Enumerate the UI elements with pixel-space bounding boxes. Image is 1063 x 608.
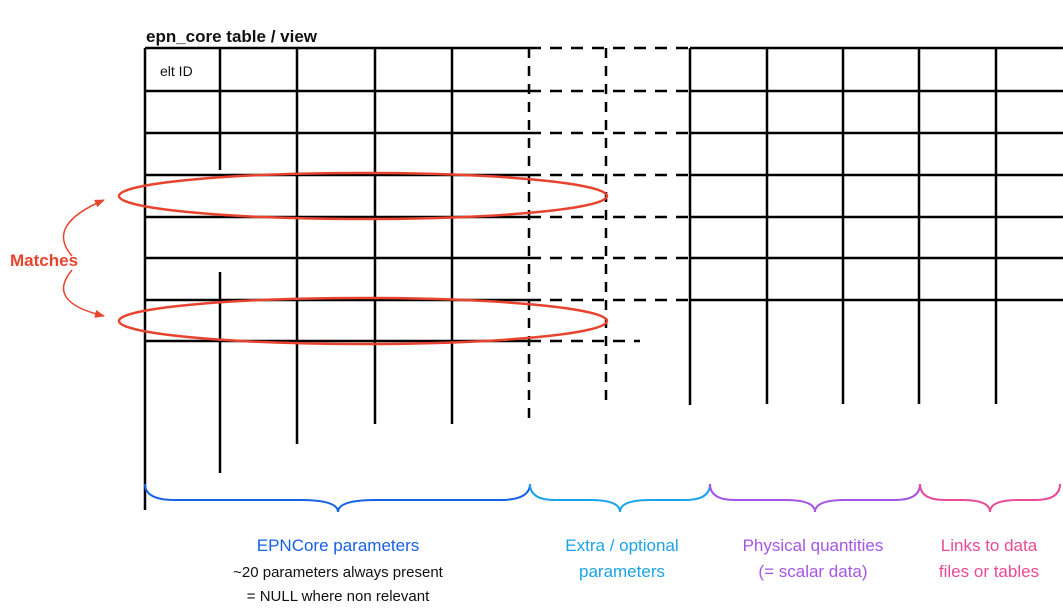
links-caption-line: files or tables: [939, 562, 1039, 581]
match-highlight-ellipse: [117, 296, 609, 346]
epncore-caption: EPNCore parameters ~20 parameters always…: [233, 536, 444, 605]
epncore-brace: [144, 483, 531, 513]
extra-caption-line: parameters: [579, 562, 665, 581]
matches-arrow-down: [62, 269, 105, 318]
matches-label: Matches: [10, 251, 78, 270]
elt-id-cell-label: elt ID: [160, 63, 193, 79]
links-brace: [919, 483, 1061, 513]
diagram-title: epn_core table / view: [146, 27, 318, 46]
physical-caption-line: (= scalar data): [758, 562, 867, 581]
matches-arrow-up: [62, 199, 105, 257]
physical-caption-line: Physical quantities: [743, 536, 884, 555]
physical-caption: Physical quantities (= scalar data): [743, 536, 884, 581]
epncore-caption-line: ~20 parameters always present: [233, 564, 444, 581]
match-highlight-ellipse: [117, 171, 609, 221]
physical-brace: [709, 483, 921, 513]
extra-brace: [529, 483, 711, 513]
links-caption-line: Links to data: [941, 536, 1038, 555]
epncore-caption-title: EPNCore parameters: [257, 536, 420, 555]
extra-caption: Extra / optional parameters: [565, 536, 678, 581]
extra-caption-line: Extra / optional: [565, 536, 678, 555]
epncore-caption-line: = NULL where non relevant: [247, 588, 430, 605]
table-grid: [143, 46, 1063, 510]
links-caption: Links to data files or tables: [939, 536, 1039, 581]
